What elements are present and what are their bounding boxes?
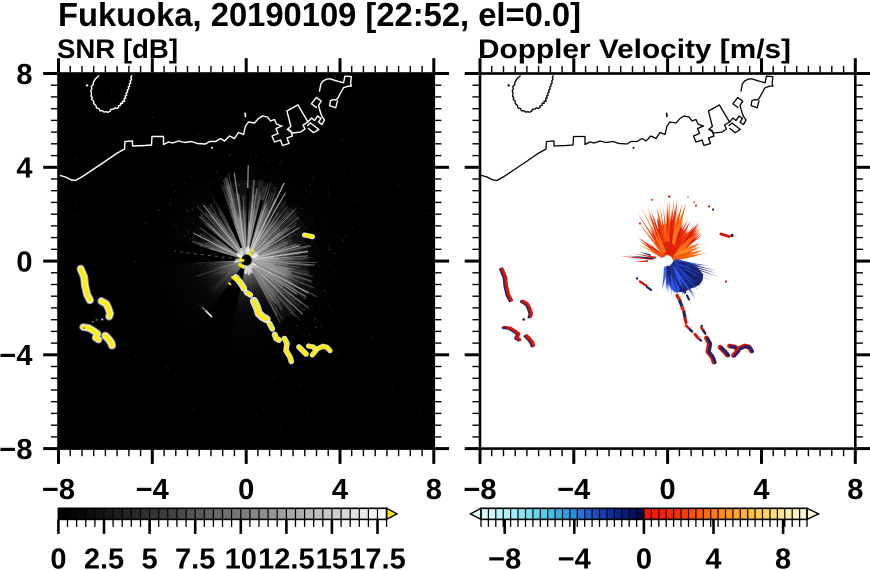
svg-text:8: 8 bbox=[847, 474, 863, 506]
svg-text:−4: −4 bbox=[0, 340, 33, 372]
svg-text:0: 0 bbox=[660, 474, 676, 506]
svg-text:15: 15 bbox=[316, 544, 348, 570]
svg-text:4: 4 bbox=[705, 544, 721, 570]
svg-text:5: 5 bbox=[142, 544, 158, 570]
svg-text:2.5: 2.5 bbox=[84, 544, 124, 570]
svg-text:SNR [dB]: SNR [dB] bbox=[57, 34, 178, 64]
svg-text:0: 0 bbox=[636, 544, 652, 570]
svg-text:12.5: 12.5 bbox=[258, 544, 314, 570]
svg-text:−8: −8 bbox=[0, 434, 33, 466]
svg-text:4: 4 bbox=[753, 474, 769, 506]
svg-text:−8: −8 bbox=[488, 544, 521, 570]
svg-text:0: 0 bbox=[16, 246, 32, 278]
svg-text:10: 10 bbox=[225, 544, 257, 570]
svg-text:7.5: 7.5 bbox=[175, 544, 215, 570]
svg-text:0: 0 bbox=[238, 474, 254, 506]
svg-text:−8: −8 bbox=[42, 474, 75, 506]
svg-text:−8: −8 bbox=[463, 474, 496, 506]
svg-text:4: 4 bbox=[332, 474, 348, 506]
svg-text:0: 0 bbox=[50, 544, 66, 570]
svg-text:4: 4 bbox=[16, 153, 32, 185]
svg-text:8: 8 bbox=[775, 544, 791, 570]
svg-text:−4: −4 bbox=[557, 474, 590, 506]
svg-text:Doppler Velocity [m/s]: Doppler Velocity [m/s] bbox=[478, 34, 791, 64]
svg-text:8: 8 bbox=[16, 59, 32, 91]
svg-text:−4: −4 bbox=[558, 544, 591, 570]
svg-text:17.5: 17.5 bbox=[349, 544, 405, 570]
svg-text:8: 8 bbox=[426, 474, 442, 506]
svg-text:Fukuoka, 20190109 [22:52, el=0: Fukuoka, 20190109 [22:52, el=0.0] bbox=[58, 0, 581, 33]
svg-text:−4: −4 bbox=[136, 474, 169, 506]
